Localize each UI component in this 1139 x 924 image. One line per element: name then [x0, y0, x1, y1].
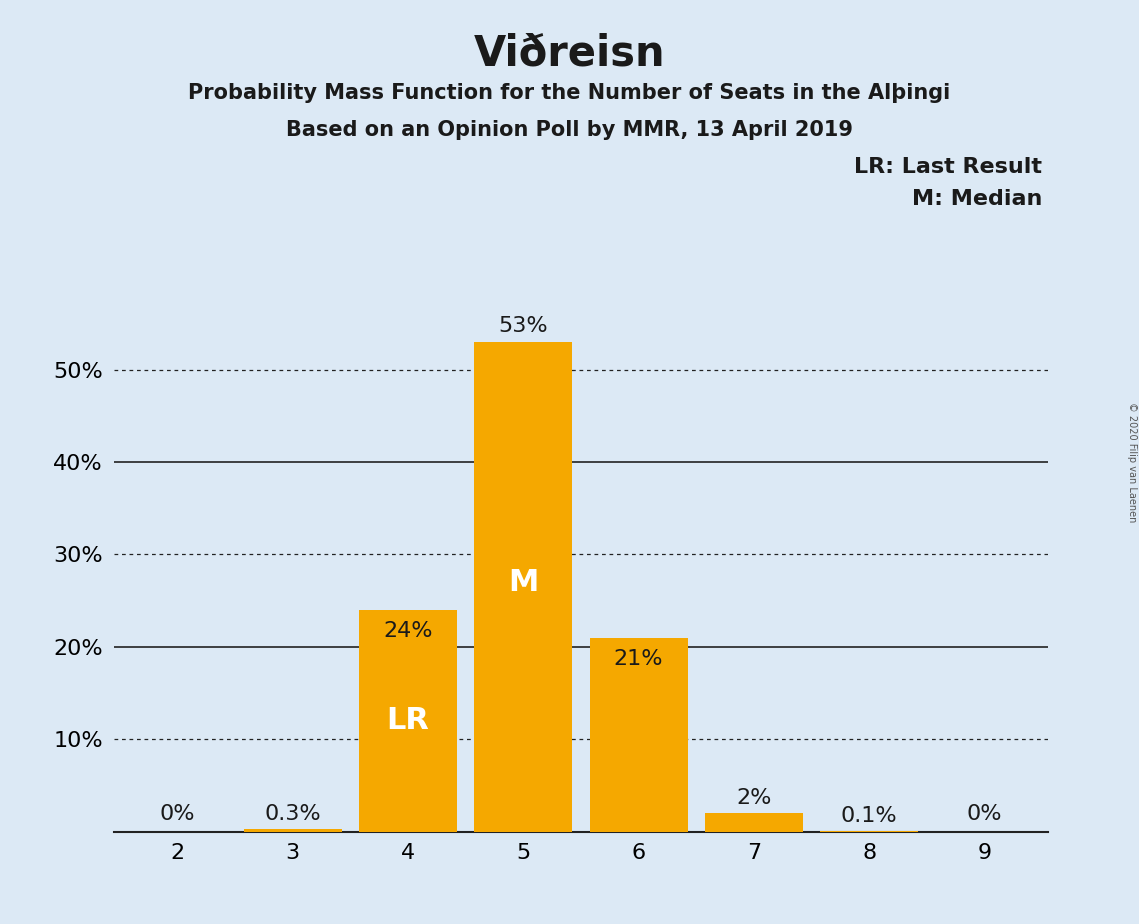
Text: 2%: 2%	[736, 788, 771, 808]
Text: 0.3%: 0.3%	[264, 804, 321, 824]
Bar	[705, 813, 803, 832]
Bar	[590, 638, 688, 832]
Text: © 2020 Filip van Laenen: © 2020 Filip van Laenen	[1126, 402, 1137, 522]
Text: LR: Last Result: LR: Last Result	[854, 157, 1042, 177]
Text: 21%: 21%	[614, 649, 663, 669]
Text: Viðreisn: Viðreisn	[474, 32, 665, 74]
Bar	[244, 829, 342, 832]
Bar	[359, 610, 457, 832]
Text: 0%: 0%	[159, 804, 195, 824]
Text: 53%: 53%	[499, 316, 548, 336]
Bar	[474, 342, 572, 832]
Bar	[820, 831, 918, 832]
Text: Probability Mass Function for the Number of Seats in the Alþingi: Probability Mass Function for the Number…	[188, 83, 951, 103]
Text: 0%: 0%	[967, 804, 1002, 824]
Text: 24%: 24%	[383, 621, 433, 641]
Text: Based on an Opinion Poll by MMR, 13 April 2019: Based on an Opinion Poll by MMR, 13 Apri…	[286, 120, 853, 140]
Text: 0.1%: 0.1%	[841, 806, 898, 826]
Text: M: M	[508, 567, 539, 597]
Text: M: Median: M: Median	[912, 189, 1042, 210]
Text: LR: LR	[386, 706, 429, 736]
